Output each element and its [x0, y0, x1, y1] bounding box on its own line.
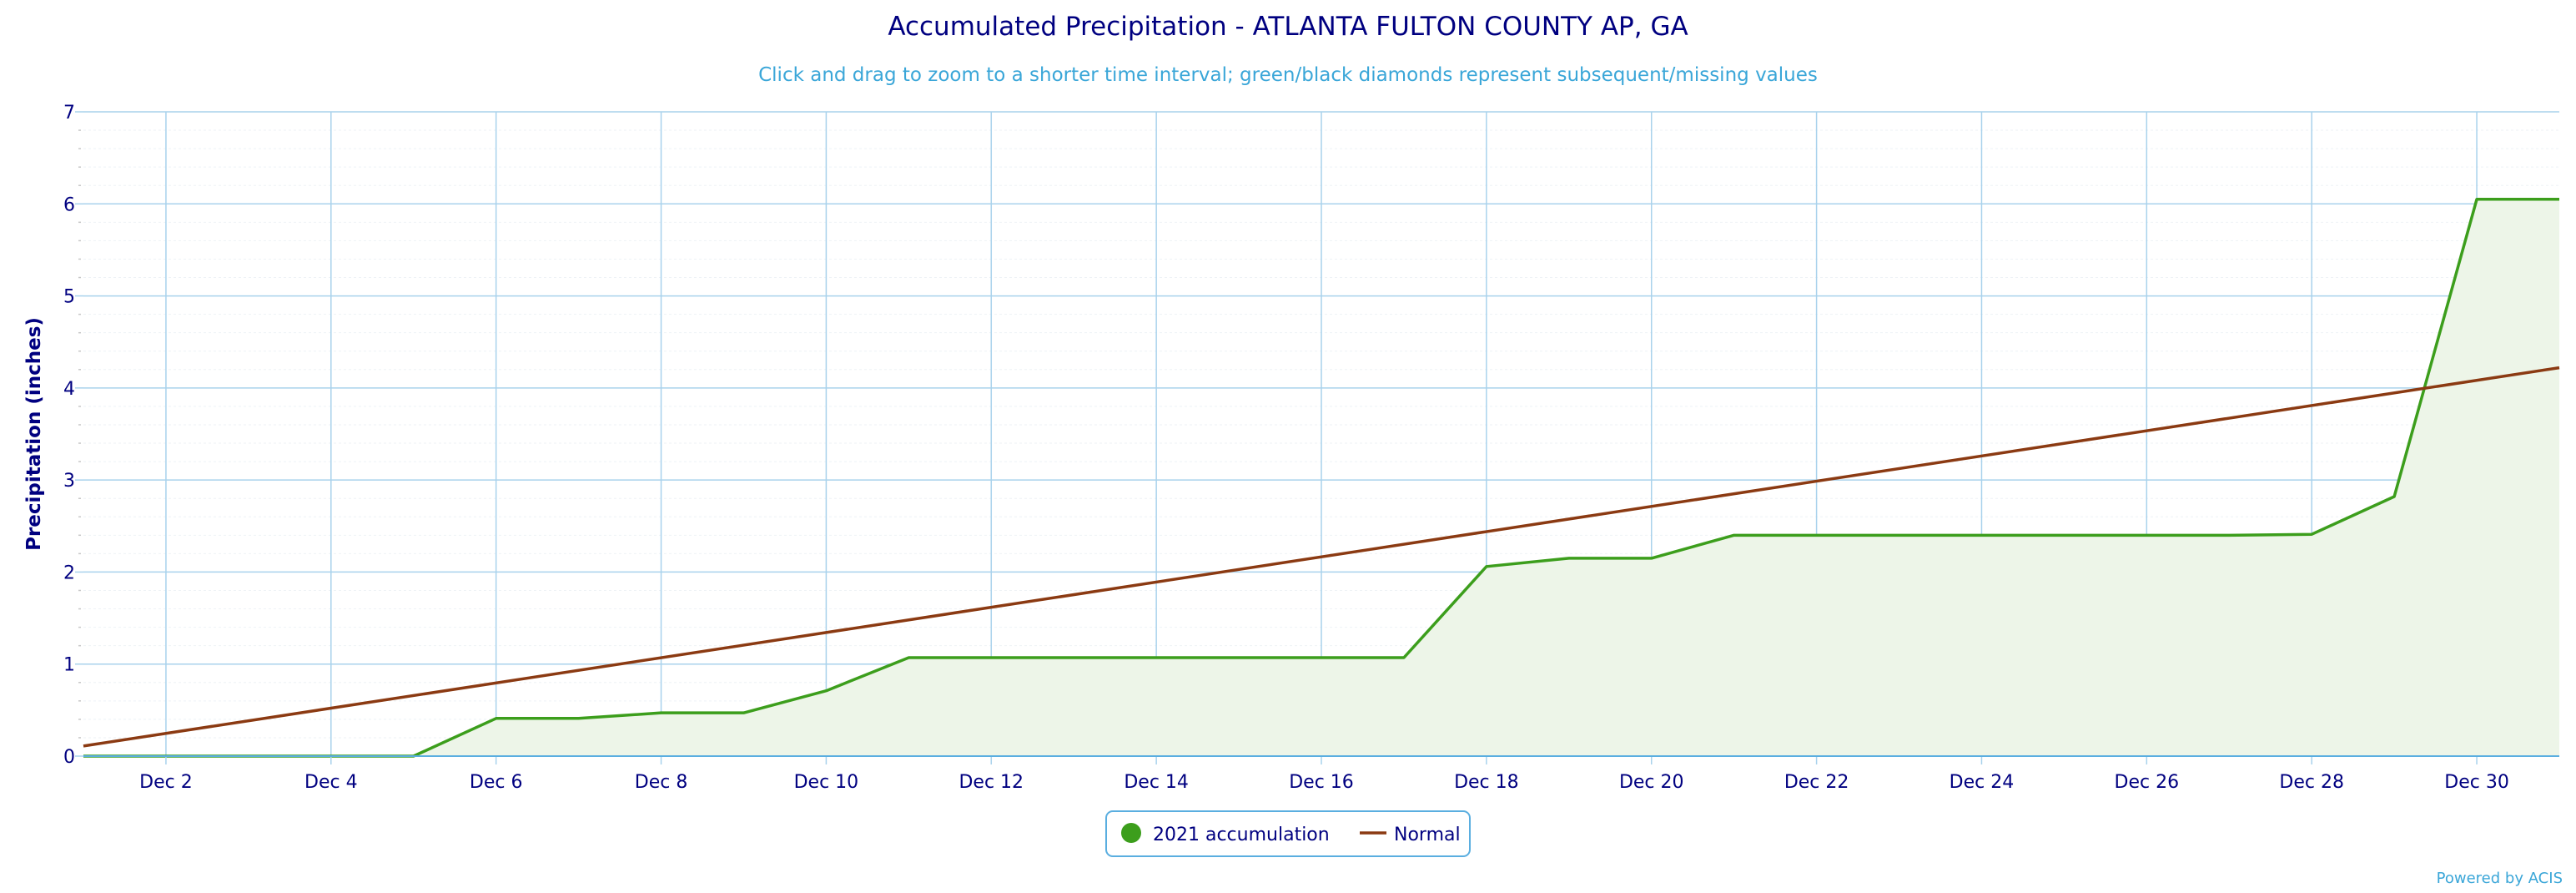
data-point[interactable]	[2473, 195, 2481, 204]
data-point[interactable]	[987, 653, 995, 662]
y-tick-label: 5	[63, 287, 75, 308]
data-point[interactable]	[492, 714, 501, 723]
data-point[interactable]	[2060, 531, 2068, 539]
series-line-1[interactable]	[83, 366, 2560, 748]
data-point[interactable]	[1482, 563, 1491, 571]
data-point[interactable]	[1565, 554, 1573, 563]
data-point[interactable]	[2390, 492, 2398, 501]
data-point[interactable]	[822, 687, 830, 695]
legend[interactable]: 2021 accumulation Normal	[1105, 810, 1471, 857]
data-point[interactable]	[2555, 195, 2563, 204]
chart-subtitle: Click and drag to zoom to a shorter time…	[758, 64, 1818, 86]
x-tick-label: Dec 28	[2279, 772, 2344, 793]
x-tick-label: Dec 16	[1289, 772, 1354, 793]
data-point[interactable]	[79, 742, 88, 750]
x-tick-label: Dec 10	[794, 772, 859, 793]
x-tick-label: Dec 8	[635, 772, 688, 793]
data-point[interactable]	[1235, 653, 1243, 662]
x-tick-label: Dec 12	[958, 772, 1024, 793]
data-point[interactable]	[1069, 653, 1078, 662]
series-layer[interactable]	[79, 195, 2563, 760]
data-point[interactable]	[657, 709, 666, 717]
chart-title: Accumulated Precipitation - ATLANTA FULT…	[888, 12, 1688, 42]
series-area-0	[83, 199, 2559, 756]
axes-layer: 0 1 2 3 4 5 6 7 Dec 2 Dec 4 Dec 6 Dec 8 Dec 10 Dec 12…	[63, 103, 2559, 793]
data-point[interactable]	[1730, 531, 1738, 539]
y-tick-label: 1	[63, 655, 75, 676]
y-tick-label: 6	[63, 194, 75, 215]
data-point[interactable]	[2142, 531, 2151, 539]
y-tick-label: 4	[63, 379, 75, 400]
x-tick-label: Dec 30	[2444, 772, 2509, 793]
x-tick-label: Dec 20	[1619, 772, 1684, 793]
data-point[interactable]	[2307, 530, 2316, 538]
x-tick-label: Dec 2	[139, 772, 193, 793]
x-tick-label: Dec 18	[1454, 772, 1519, 793]
x-tick-label: Dec 22	[1784, 772, 1849, 793]
y-tick-label: 3	[63, 471, 75, 492]
x-tick-label: Dec 6	[470, 772, 523, 793]
data-point[interactable]	[1400, 653, 1408, 662]
data-point[interactable]	[1895, 531, 1904, 539]
legend-box	[1105, 810, 1471, 857]
x-tick-label: Dec 4	[304, 772, 358, 793]
y-tick-label: 0	[63, 747, 75, 768]
y-tick-label: 7	[63, 103, 75, 124]
data-point[interactable]	[1813, 531, 1821, 539]
data-point[interactable]	[739, 709, 747, 717]
x-tick-label: Dec 26	[2115, 772, 2180, 793]
y-axis-label: Precipitation (inches)	[23, 317, 45, 551]
legend-label-normal[interactable]: Normal	[1394, 825, 1461, 845]
x-tick-label: Dec 14	[1124, 772, 1189, 793]
data-point[interactable]	[1152, 653, 1160, 662]
data-point[interactable]	[1648, 554, 1656, 563]
data-point[interactable]	[1977, 531, 1985, 539]
powered-by-credit[interactable]: Powered by ACIS	[2437, 870, 2563, 887]
series-line-0[interactable]	[83, 198, 2559, 758]
legend-marker-accumulation[interactable]	[1121, 823, 1141, 843]
data-point[interactable]	[2555, 364, 2563, 372]
data-point[interactable]	[904, 653, 913, 662]
data-point[interactable]	[2225, 531, 2233, 539]
legend-label-accumulation[interactable]: 2021 accumulation	[1153, 825, 1330, 845]
x-tick-label: Dec 24	[1950, 772, 2015, 793]
data-point[interactable]	[1317, 653, 1326, 662]
y-tick-label: 2	[63, 563, 75, 583]
data-point[interactable]	[575, 714, 583, 723]
